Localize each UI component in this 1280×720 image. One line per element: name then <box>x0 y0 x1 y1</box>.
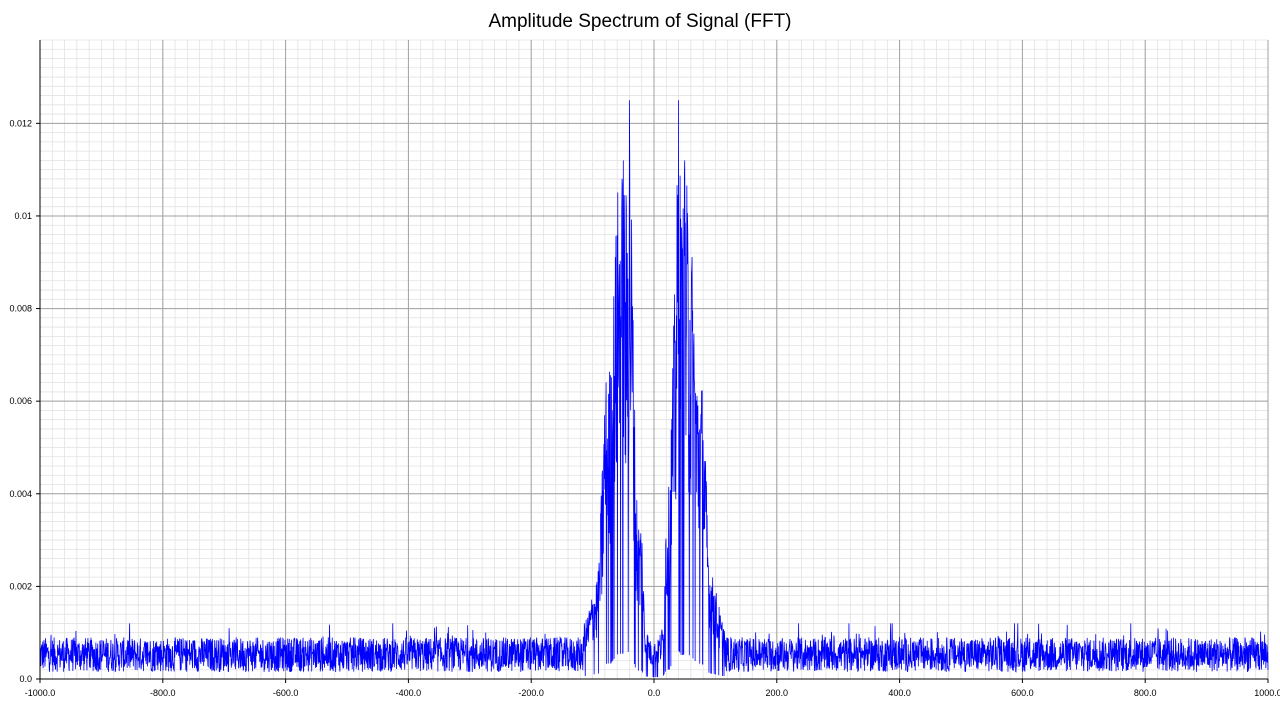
y-tick-label: 0.008 <box>9 304 32 314</box>
series-layer <box>39 100 1269 678</box>
x-tick-label: 800.0 <box>1134 688 1157 698</box>
y-tick-label: 0.004 <box>9 489 32 499</box>
x-tick-label: -1000.0 <box>25 688 56 698</box>
chart-title: Amplitude Spectrum of Signal (FFT) <box>488 11 792 32</box>
major-gridlines <box>39 40 1269 680</box>
x-tick-label: -600.0 <box>273 688 299 698</box>
y-tick-label: 0.002 <box>9 581 32 591</box>
y-tick-label: 0.0 <box>19 674 32 684</box>
x-tick-label: 600.0 <box>1011 688 1034 698</box>
x-tick-label: -800.0 <box>150 688 176 698</box>
y-tick-label: 0.006 <box>9 396 32 406</box>
x-tick-label: -200.0 <box>518 688 544 698</box>
tick-labels: -1000.0 -800.0 -600.0 -400.0 -200.0 0.0 200.0 4… <box>9 118 1280 698</box>
x-tick-label: 400.0 <box>888 688 911 698</box>
x-tick-label: -400.0 <box>396 688 422 698</box>
x-tick-label: 200.0 <box>766 688 789 698</box>
y-tick-label: 0.012 <box>9 118 32 128</box>
x-tick-label: 1000.0 <box>1254 688 1280 698</box>
series-line <box>39 100 1269 678</box>
x-tick-label: 0.0 <box>648 688 661 698</box>
y-tick-label: 0.01 <box>14 211 32 221</box>
